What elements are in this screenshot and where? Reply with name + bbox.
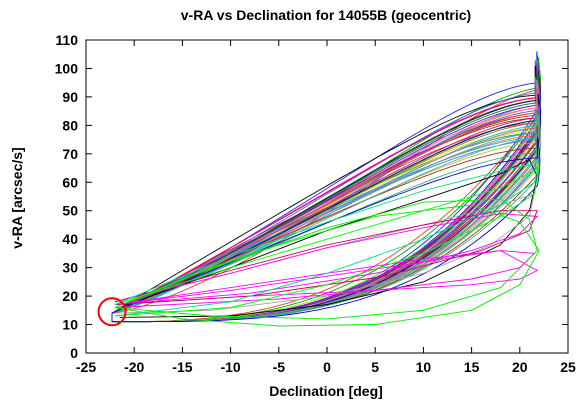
- x-tick-label: -10: [220, 359, 240, 375]
- y-tick-label: 50: [62, 203, 78, 219]
- y-tick-label: 70: [62, 146, 78, 162]
- y-ticks: 0 10 20 30 40 50 60 70 80 90 100 110: [55, 32, 568, 361]
- x-tick-label: -15: [172, 359, 192, 375]
- x-ticks: -25 -20 -15 -10 -5 0 5 10 15 20 25: [76, 40, 576, 375]
- series-line: [111, 108, 539, 323]
- y-tick-label: 0: [70, 345, 78, 361]
- y-tick-label: 100: [55, 60, 79, 76]
- series-line: [111, 108, 539, 323]
- x-tick-label: 10: [416, 359, 432, 375]
- y-tick-label: 80: [62, 117, 78, 133]
- y-tick-label: 20: [62, 288, 78, 304]
- plot-frame: [85, 39, 569, 354]
- y-tick-label: 60: [62, 174, 78, 190]
- series-line: [114, 210, 538, 306]
- y-tick-label: 90: [62, 89, 78, 105]
- series-line: [114, 161, 540, 317]
- x-tick-label: 5: [371, 359, 379, 375]
- series-curves: [111, 51, 542, 327]
- x-axis-label: Declination [deg]: [269, 383, 383, 399]
- series-line: [114, 213, 539, 306]
- series-line: [114, 167, 540, 317]
- x-tick-label: 0: [323, 359, 331, 375]
- chart-title: v-RA vs Declination for 14055B (geocentr…: [181, 7, 471, 23]
- highlight-circle: [97, 297, 127, 327]
- x-tick-label: 25: [560, 359, 576, 375]
- y-tick-label: 30: [62, 260, 78, 276]
- series-line: [114, 204, 540, 327]
- y-tick-label: 10: [62, 317, 78, 333]
- x-tick-label: 20: [512, 359, 528, 375]
- y-axis-label: v-RA [arcsec/s]: [9, 147, 25, 248]
- x-tick-label: -20: [124, 359, 144, 375]
- y-tick-label: 40: [62, 231, 78, 247]
- series-line: [111, 136, 541, 323]
- y-tick-label: 110: [55, 32, 78, 48]
- x-tick-label: -5: [273, 359, 286, 375]
- series-line: [114, 198, 538, 320]
- x-tick-label: -25: [76, 359, 96, 375]
- series-line: [114, 250, 539, 306]
- x-tick-label: 15: [464, 359, 480, 375]
